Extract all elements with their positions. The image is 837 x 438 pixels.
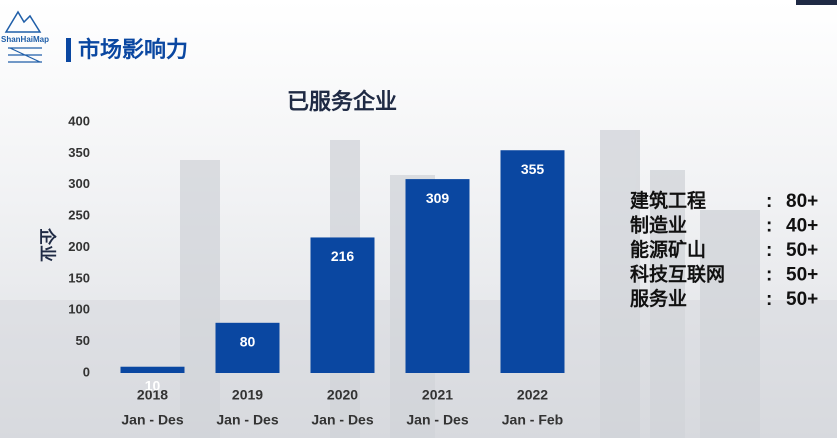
x-tick-sublabel: Jan - Feb	[502, 412, 563, 428]
y-axis-label: 企业	[38, 227, 58, 262]
separator: :	[766, 216, 772, 237]
separator: :	[766, 289, 772, 310]
y-tick-label: 350	[68, 145, 90, 160]
x-tick-sublabel: Jan - Des	[121, 412, 183, 428]
x-tick-label: 2020	[327, 387, 358, 403]
x-tick-label: 2018	[137, 387, 168, 403]
data-label: 216	[331, 248, 355, 264]
x-tick-label: 2019	[232, 387, 263, 403]
y-tick-label: 250	[68, 208, 90, 223]
industry-value: 40+	[786, 216, 818, 237]
industry-value: 80+	[786, 191, 818, 212]
industry-name: 科技互联网	[630, 263, 725, 286]
y-tick-label: 300	[68, 176, 90, 191]
bar	[405, 179, 470, 373]
title-bar	[66, 38, 71, 62]
industry-value: 50+	[786, 289, 818, 310]
industry-value: 50+	[786, 240, 818, 261]
x-tick-label: 2021	[422, 387, 453, 403]
y-tick-label: 200	[68, 239, 90, 254]
y-tick-label: 50	[76, 333, 90, 348]
data-label: 10	[145, 377, 161, 393]
bar	[120, 366, 185, 373]
industry-value: 50+	[786, 265, 818, 286]
page-title: 市场影响力	[78, 37, 188, 62]
y-tick-label: 0	[83, 364, 90, 379]
bar	[310, 237, 375, 373]
y-tick-label: 150	[68, 270, 90, 285]
x-tick-label: 2022	[517, 387, 548, 403]
bar	[500, 150, 565, 373]
data-label: 355	[521, 161, 545, 177]
chart-title: 已服务企业	[287, 89, 397, 114]
industry-name: 制造业	[630, 214, 687, 237]
separator: :	[766, 240, 772, 261]
y-tick-label: 100	[68, 302, 90, 317]
logo: ShanHaiMap	[1, 10, 49, 63]
industry-name: 建筑工程	[630, 189, 706, 212]
corner-mark	[796, 0, 837, 5]
industry-name: 能源矿山	[630, 238, 706, 261]
data-label: 309	[426, 190, 450, 206]
data-label: 80	[240, 334, 256, 350]
x-tick-sublabel: Jan - Des	[406, 412, 468, 428]
industry-name: 服务业	[630, 287, 687, 310]
logo-text: ShanHaiMap	[1, 35, 49, 44]
x-tick-sublabel: Jan - Des	[216, 412, 278, 428]
bar	[215, 322, 280, 373]
y-tick-label: 400	[68, 113, 90, 128]
x-tick-sublabel: Jan - Des	[311, 412, 373, 428]
separator: :	[766, 191, 772, 212]
separator: :	[766, 265, 772, 286]
